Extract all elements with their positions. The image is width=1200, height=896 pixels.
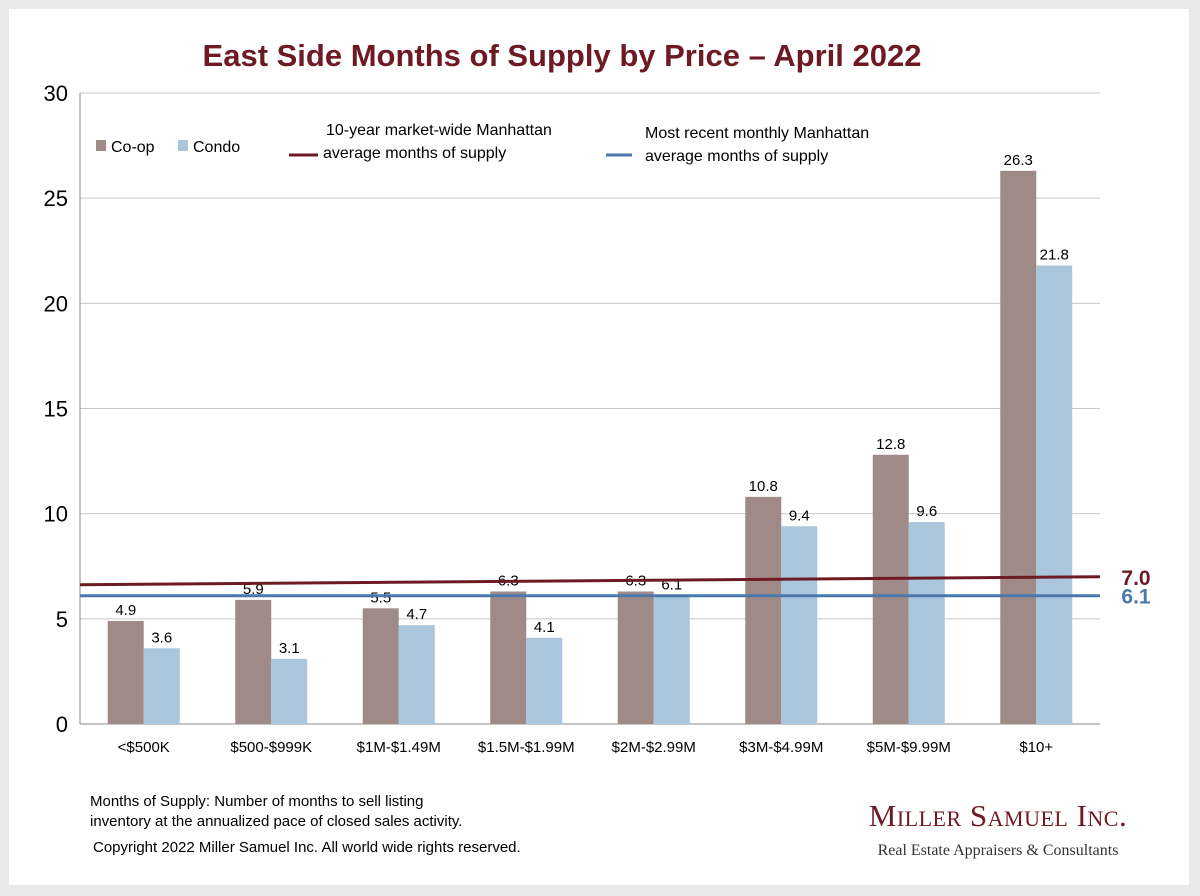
gridlines	[80, 92, 1100, 620]
data-label: 21.8	[1040, 246, 1069, 263]
bar-co-op	[617, 591, 654, 724]
bar-condo	[653, 595, 690, 724]
bars	[107, 170, 1073, 724]
data-label: 4.1	[534, 619, 555, 636]
y-tick-label: 5	[56, 607, 68, 632]
x-tick-label: $2M-$2.99M	[612, 739, 696, 756]
ref-line-10yr	[79, 575, 1101, 587]
y-tick-label: 15	[44, 397, 68, 422]
data-label: 5.5	[370, 589, 391, 606]
bar-condo	[271, 658, 308, 724]
bar-co-op	[872, 454, 909, 724]
y-tick-label: 30	[44, 81, 68, 106]
bar-co-op	[107, 620, 144, 724]
legend-label-condo: Condo	[193, 139, 240, 156]
data-label: 9.6	[916, 503, 937, 520]
bar-condo	[526, 637, 563, 724]
x-tick-label: $10+	[1019, 739, 1053, 756]
bar-condo	[398, 625, 435, 724]
ref-label-10yr: 7.0	[1121, 567, 1150, 590]
bar-condo	[143, 648, 180, 724]
legend-swatch-coop	[96, 140, 106, 151]
chart-frame	[9, 9, 1189, 885]
legend-swatch-condo	[178, 140, 188, 151]
data-label: 10.8	[749, 478, 778, 495]
y-tick-label: 20	[44, 291, 68, 316]
bar-co-op	[1000, 170, 1037, 724]
legend-label-coop: Co-op	[111, 139, 155, 156]
x-axis-tick-labels: <$500K $500-$999K $1M-$1.49M $1.5M-$1.99M $2…	[118, 739, 1054, 756]
bar-co-op	[362, 608, 399, 724]
legend-label-recent-line2: average months of supply	[645, 148, 828, 165]
x-tick-label: $1M-$1.49M	[357, 739, 441, 756]
legend-label-10yr-line1: 10-year market-wide Manhattan	[326, 122, 552, 139]
y-axis-ticks: 0 5 10 15 20 25 30	[44, 81, 68, 737]
x-tick-label: $1.5M-$1.99M	[478, 739, 575, 756]
legend-label-recent-line1: Most recent monthly Manhattan	[645, 125, 869, 142]
x-tick-label: $5M-$9.99M	[867, 739, 951, 756]
x-tick-label: $3M-$4.99M	[739, 739, 823, 756]
chart-title: East Side Months of Supply by Price – Ap…	[203, 38, 922, 73]
data-label: 9.4	[789, 507, 810, 524]
bar-co-op	[745, 496, 782, 724]
data-label: 4.7	[406, 606, 427, 623]
bar-co-op	[490, 591, 527, 724]
data-label: 26.3	[1004, 152, 1033, 169]
data-label: 4.9	[115, 602, 136, 619]
data-label: 12.8	[876, 436, 905, 453]
bar-condo	[908, 522, 945, 724]
footnote-line2: inventory at the annualized pace of clos…	[90, 813, 462, 830]
brand-tagline: Real Estate Appraisers & Consultants	[878, 842, 1119, 859]
copyright: Copyright 2022 Miller Samuel Inc. All wo…	[93, 839, 521, 856]
data-label: 5.9	[243, 581, 264, 598]
bar-co-op	[235, 599, 272, 724]
ref-label-recent: 6.1	[1121, 586, 1151, 609]
data-label: 3.1	[279, 640, 300, 657]
bar-condo	[1036, 265, 1073, 724]
brand-logo-name: Miller Samuel Inc.	[869, 798, 1127, 833]
reference-lines: 7.06.1	[79, 567, 1151, 609]
legend: Co-op Condo 10-year market-wide Manhatta…	[96, 122, 869, 165]
x-tick-label: <$500K	[118, 739, 170, 756]
footnote-line1: Months of Supply: Number of months to se…	[90, 793, 424, 810]
y-tick-label: 0	[56, 712, 68, 737]
y-tick-label: 25	[44, 186, 68, 211]
x-tick-label: $500-$999K	[230, 739, 312, 756]
y-tick-label: 10	[44, 502, 68, 527]
bar-condo	[781, 526, 818, 724]
legend-label-10yr-line2: average months of supply	[323, 145, 506, 162]
data-label: 3.6	[151, 629, 172, 646]
